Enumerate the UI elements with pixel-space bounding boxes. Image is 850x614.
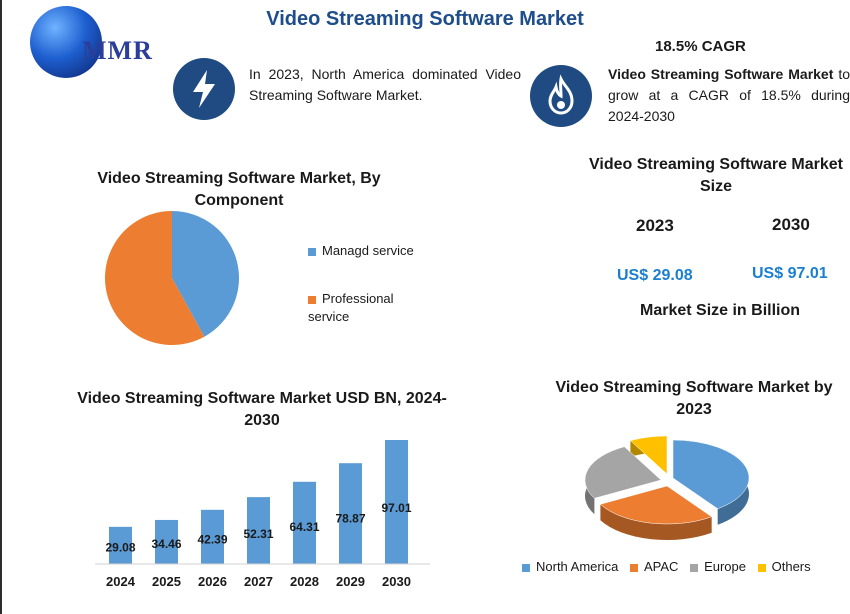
left-border-line: [0, 0, 2, 614]
x-tick-label: 2024: [106, 574, 136, 589]
legend-swatch-europe: [690, 563, 699, 572]
usd-chart-title: Video Streaming Software Market USD BN, …: [77, 390, 447, 429]
info-left-text: In 2023, North America dominated Video S…: [249, 66, 521, 103]
market-size-title: Video Streaming Software Market Size: [589, 156, 843, 195]
globe-logo-icon: [30, 6, 102, 78]
cagr-heading: 18.5% CAGR: [655, 38, 746, 55]
legend-label-north-america: North America: [536, 559, 619, 574]
x-tick-label: 2025: [152, 574, 181, 589]
legend-label-managed: Managd service: [322, 243, 414, 258]
pie-slice-north-america: [672, 439, 750, 510]
region-chart-title: Video Streaming Software Market by 2023: [555, 379, 833, 418]
page-title: Video Streaming Software Market: [266, 8, 584, 30]
logo-text: MMR: [82, 36, 153, 65]
info-right-text: Video Streaming Software Market to grow …: [608, 64, 850, 127]
market-year-2023: 2023: [636, 216, 674, 235]
bar-value-label: 97.01: [381, 501, 411, 515]
pie-slice-apac: [599, 485, 713, 525]
bar-2030: [385, 440, 408, 564]
bar-2024: [109, 526, 132, 564]
legend-professional-service: Professional service: [308, 290, 408, 326]
x-tick-label: 2026: [198, 574, 227, 589]
legend-swatch-others: [757, 563, 766, 572]
bar-2025: [155, 519, 178, 564]
legend-swatch-managed: [308, 247, 316, 256]
bar-value-label: 29.08: [105, 540, 135, 554]
pie-slice-europe: [585, 446, 662, 499]
bar-2026: [201, 509, 224, 564]
pie-slice-managd-service: [172, 211, 240, 337]
bar-value-label: 64.31: [289, 520, 319, 534]
x-tick-label: 2030: [382, 574, 411, 589]
legend-swatch-professional: [308, 295, 316, 304]
info-right-rest: to grow at a CAGR of 18.5% during 2024-2…: [608, 66, 850, 124]
info-right-bold: Video Streaming Software Market: [608, 66, 834, 82]
bar-value-label: 78.87: [335, 512, 365, 526]
component-pie-chart: [105, 211, 240, 345]
x-tick-label: 2027: [244, 574, 273, 589]
bar-value-label: 34.46: [151, 537, 181, 551]
legend-swatch-north-america: [522, 563, 530, 572]
usd-bar-chart: 29.08 2024 34.46 2025 42.39 2026 52.31 2027 64.3…: [95, 440, 430, 589]
market-year-2030: 2030: [772, 215, 810, 234]
legend-swatch-apac: [630, 563, 638, 572]
flame-icon: [530, 65, 592, 127]
pie-slice-professional-service: [105, 211, 205, 345]
pie-side-apac: [600, 504, 712, 540]
legend-label-others: Others: [771, 559, 811, 574]
pie-slice-others: [629, 435, 668, 475]
region-pie-chart: [585, 435, 750, 540]
x-tick-label: 2028: [290, 574, 319, 589]
lightning-icon: [173, 58, 235, 120]
market-value-2030: US$ 97.01: [752, 265, 828, 282]
bar-2029: [339, 463, 362, 564]
bar-value-label: 52.31: [243, 527, 273, 541]
x-tick-label: 2029: [336, 574, 365, 589]
market-size-caption: Market Size in Billion: [640, 302, 801, 319]
legend-label-apac: APAC: [644, 559, 679, 574]
legend-managed-service: Managd service: [308, 243, 414, 258]
bar-2028: [293, 481, 316, 564]
legend-label-europe: Europe: [704, 559, 746, 574]
bar-value-label: 42.39: [197, 533, 227, 547]
region-legend: North America APAC Europe Others: [522, 559, 811, 574]
market-value-2023: US$ 29.08: [617, 267, 693, 284]
bar-2027: [247, 497, 270, 564]
legend-label-professional: Professional service: [308, 291, 394, 324]
component-chart-title: Video Streaming Software Market, By Comp…: [97, 170, 381, 209]
